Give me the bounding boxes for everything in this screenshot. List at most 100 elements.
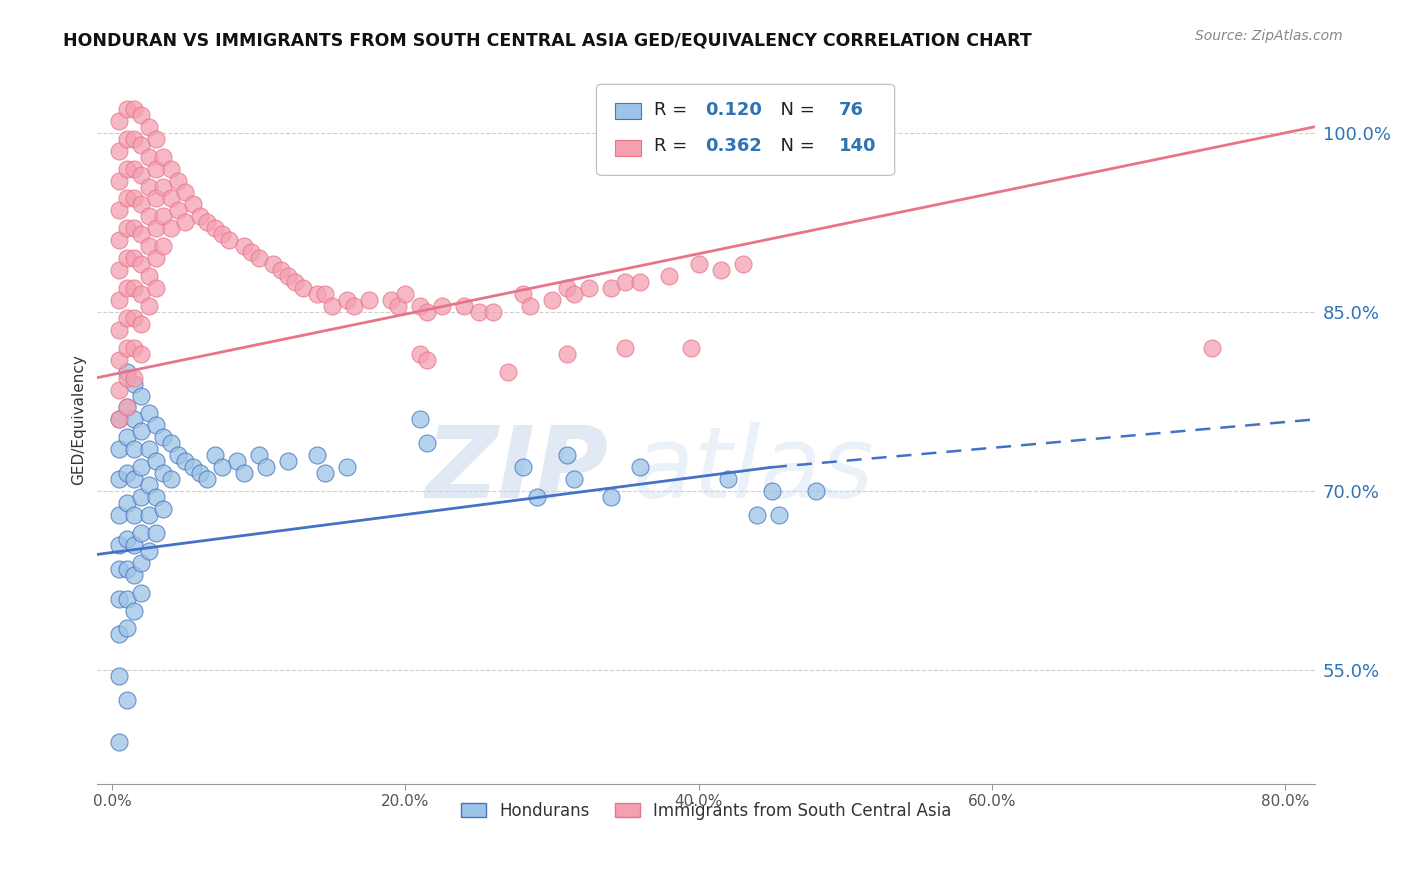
Point [284,275,307,289]
Point [131,168,153,182]
Point [108,412,131,426]
Point [225,454,247,468]
Point [108,144,131,158]
Point [761,484,783,499]
Point [145,132,167,146]
Point [122,412,145,426]
Point [115,496,138,510]
Point [409,412,432,426]
Point [145,251,167,265]
Point [131,490,153,504]
Point [152,210,174,224]
Point [307,448,329,462]
Point [188,210,211,224]
Point [562,287,585,301]
Point [152,502,174,516]
Y-axis label: GED/Equivalency: GED/Equivalency [72,354,86,485]
Point [357,293,380,307]
Point [145,525,167,540]
Point [270,263,292,277]
Point [181,197,204,211]
Point [108,383,131,397]
Point [122,251,145,265]
Point [108,562,131,576]
FancyBboxPatch shape [614,103,641,120]
Point [562,472,585,486]
Point [138,478,160,492]
Point [159,161,181,176]
Point [115,401,138,415]
Point [131,257,153,271]
Point [122,376,145,391]
Point [115,693,138,707]
Point [247,448,270,462]
Point [115,281,138,295]
Legend: Hondurans, Immigrants from South Central Asia: Hondurans, Immigrants from South Central… [454,795,957,826]
Point [108,669,131,683]
Point [628,460,651,475]
Point [430,299,453,313]
Point [159,436,181,450]
Point [599,490,621,504]
Point [138,150,160,164]
Point [138,179,160,194]
Point [467,305,489,319]
Point [277,269,299,284]
Point [167,203,190,218]
Point [122,132,145,146]
Point [138,269,160,284]
Point [122,442,145,457]
Point [204,221,226,235]
Point [233,466,256,480]
Point [145,192,167,206]
Point [167,448,190,462]
Point [108,627,131,641]
Point [122,192,145,206]
Point [277,454,299,468]
Point [291,281,314,295]
Point [115,466,138,480]
Point [218,233,240,247]
Point [496,365,519,379]
Point [115,591,138,606]
Point [108,203,131,218]
Point [416,352,439,367]
Point [482,305,505,319]
Text: 0.362: 0.362 [704,137,762,155]
Point [131,388,153,402]
Point [122,567,145,582]
Point [122,538,145,552]
Point [747,508,769,522]
Point [387,299,409,313]
Point [768,508,790,522]
Point [145,161,167,176]
Point [115,310,138,325]
Point [145,418,167,433]
Point [614,341,637,355]
Point [519,299,541,313]
Point [108,323,131,337]
Point [211,227,233,242]
Text: 0.120: 0.120 [704,101,762,119]
Point [115,532,138,546]
Point [336,293,359,307]
Text: 140: 140 [839,137,876,155]
Point [409,347,432,361]
Point [138,544,160,558]
Point [159,192,181,206]
Point [167,173,190,187]
Point [108,293,131,307]
Point [555,448,578,462]
Point [108,442,131,457]
Point [122,281,145,295]
Text: 76: 76 [839,101,863,119]
Point [710,263,733,277]
Point [108,352,131,367]
Point [247,251,270,265]
Point [108,591,131,606]
Point [131,227,153,242]
Point [152,466,174,480]
Point [115,132,138,146]
Point [122,161,145,176]
Point [108,472,131,486]
